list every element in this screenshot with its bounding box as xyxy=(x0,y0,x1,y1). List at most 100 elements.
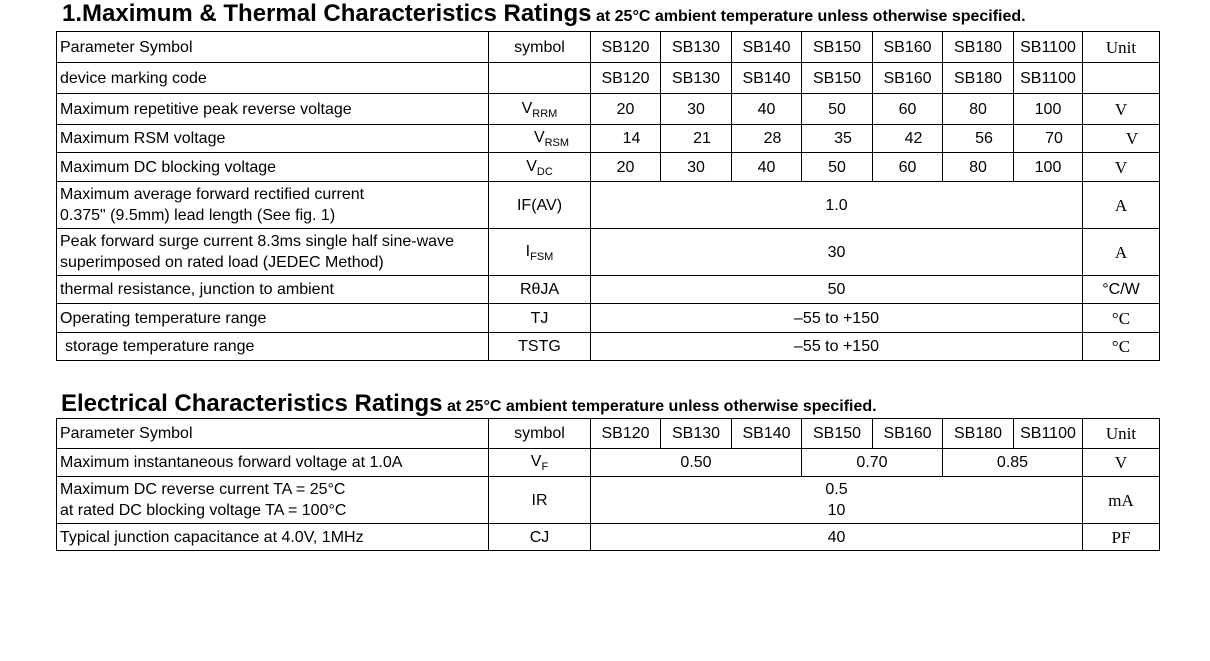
max-thermal-ratings-table: Parameter Symbol symbol SB120 SB130 SB14… xyxy=(56,31,1160,361)
value-cell: 50 xyxy=(590,275,1083,304)
header-param: Parameter Symbol xyxy=(56,31,489,63)
value-cell: 50 xyxy=(801,152,873,182)
header-part: SB1100 xyxy=(1013,418,1083,449)
section2-title: Electrical Characteristics Ratings at 25… xyxy=(61,390,877,418)
symbol-cell: IFSM xyxy=(488,228,591,276)
symbol-cell: IF(AV) xyxy=(488,181,591,229)
value-cell: 35 xyxy=(801,124,873,153)
marking-code: SB150 xyxy=(801,62,873,94)
param-line: 0.375" (9.5mm) lead length (See fig. 1) xyxy=(60,207,336,224)
value-cell: 0.50 xyxy=(590,448,802,477)
unit-cell: V xyxy=(1082,93,1160,125)
value-cell: 20 xyxy=(590,152,661,182)
value-line: 10 xyxy=(827,502,846,519)
param-cell: Maximum DC reverse current TA = 25°C at … xyxy=(56,476,489,524)
symbol-cell: VRRM xyxy=(488,93,591,125)
marking-code: SB160 xyxy=(872,62,943,94)
symbol-cell: CJ xyxy=(488,523,591,551)
section1-title-main: 1.Maximum & Thermal Characteristics Rati… xyxy=(62,0,592,27)
table-header-row: Parameter Symbol symbol SB120 SB130 SB14… xyxy=(56,31,1160,63)
value-cell: 80 xyxy=(942,152,1014,182)
header-part: SB160 xyxy=(872,418,943,449)
table-row: storage temperature range TSTG –55 to +1… xyxy=(56,332,1160,361)
param-line: Maximum average forward rectified curren… xyxy=(60,186,365,203)
marking-code: SB130 xyxy=(660,62,732,94)
section2-title-main: Electrical Characteristics Ratings xyxy=(61,390,443,417)
param-cell: Maximum average forward rectified curren… xyxy=(56,181,489,229)
symbol-cell xyxy=(488,62,591,94)
table-row: Maximum instantaneous forward voltage at… xyxy=(56,448,1160,477)
marking-code: SB140 xyxy=(731,62,802,94)
header-part: SB180 xyxy=(942,31,1014,63)
header-part: SB150 xyxy=(801,31,873,63)
value-cell: 14 xyxy=(590,124,661,153)
marking-code: SB180 xyxy=(942,62,1014,94)
value-cell: –55 to +150 xyxy=(590,332,1083,361)
unit-cell: V xyxy=(1082,152,1160,182)
value-cell: 60 xyxy=(872,152,943,182)
unit-cell: PF xyxy=(1082,523,1160,551)
marking-code: SB1100 xyxy=(1013,62,1083,94)
symbol-cell: RθJA xyxy=(488,275,591,304)
param-line: Peak forward surge current 8.3ms single … xyxy=(60,233,454,250)
header-part: SB180 xyxy=(942,418,1014,449)
header-symbol: symbol xyxy=(488,31,591,63)
header-part: SB120 xyxy=(590,31,661,63)
unit-cell: V xyxy=(1082,448,1160,477)
param-cell: Maximum repetitive peak reverse voltage xyxy=(56,93,489,125)
value-cell: 56 xyxy=(942,124,1014,153)
header-part: SB120 xyxy=(590,418,661,449)
header-part: SB150 xyxy=(801,418,873,449)
param-cell: storage temperature range xyxy=(56,332,489,361)
header-part: SB130 xyxy=(660,31,732,63)
symbol-cell: TJ xyxy=(488,303,591,333)
symbol-cell: TSTG xyxy=(488,332,591,361)
unit-cell: mA xyxy=(1082,476,1160,524)
value-cell: 70 xyxy=(1013,124,1083,153)
value-cell: 60 xyxy=(872,93,943,125)
symbol-cell: VRSM xyxy=(488,124,591,153)
param-line: superimposed on rated load (JEDEC Method… xyxy=(60,254,384,271)
param-line: at rated DC blocking voltage TA = 100°C xyxy=(60,502,347,519)
header-part: SB140 xyxy=(731,418,802,449)
header-part: SB160 xyxy=(872,31,943,63)
table-row: Maximum DC reverse current TA = 25°C at … xyxy=(56,476,1160,524)
table-header-row: Parameter Symbol symbol SB120 SB130 SB14… xyxy=(56,418,1160,449)
symbol-cell: IR xyxy=(488,476,591,524)
value-cell: 100 xyxy=(1013,152,1083,182)
electrical-ratings-table: Parameter Symbol symbol SB120 SB130 SB14… xyxy=(56,418,1160,551)
table-row: Peak forward surge current 8.3ms single … xyxy=(56,228,1160,276)
table-row: Maximum average forward rectified curren… xyxy=(56,181,1160,229)
header-part: SB130 xyxy=(660,418,732,449)
unit-cell: °C/W xyxy=(1082,275,1160,304)
symbol-cell: VF xyxy=(488,448,591,477)
table-row: Maximum RSM voltage VRSM 14 21 28 35 42 … xyxy=(56,124,1160,153)
section2-title-sub: at 25°C ambient temperature unless other… xyxy=(446,398,877,415)
symbol-cell: VDC xyxy=(488,152,591,182)
value-cell: 28 xyxy=(731,124,802,153)
param-cell: Typical junction capacitance at 4.0V, 1M… xyxy=(56,523,489,551)
value-cell: 0.70 xyxy=(801,448,943,477)
param-line: Maximum DC reverse current TA = 25°C xyxy=(60,481,346,498)
value-cell: 20 xyxy=(590,93,661,125)
value-cell: 100 xyxy=(1013,93,1083,125)
value-line: 0.5 xyxy=(825,481,848,498)
value-cell: 0.85 xyxy=(942,448,1083,477)
param-cell: Operating temperature range xyxy=(56,303,489,333)
table-row: thermal resistance, junction to ambient … xyxy=(56,275,1160,304)
value-cell: 40 xyxy=(590,523,1083,551)
header-unit: Unit xyxy=(1082,31,1160,63)
param-cell: Peak forward surge current 8.3ms single … xyxy=(56,228,489,276)
marking-code: SB120 xyxy=(590,62,661,94)
table-row: Typical junction capacitance at 4.0V, 1M… xyxy=(56,523,1160,551)
header-symbol: symbol xyxy=(488,418,591,449)
param-cell: device marking code xyxy=(56,62,489,94)
value-cell: 40 xyxy=(731,93,802,125)
unit-cell: A xyxy=(1082,181,1160,229)
value-cell: 30 xyxy=(660,93,732,125)
value-cell: 80 xyxy=(942,93,1014,125)
header-part: SB1100 xyxy=(1013,31,1083,63)
unit-cell: A xyxy=(1082,228,1160,276)
unit-cell xyxy=(1082,62,1160,94)
param-cell: Maximum DC blocking voltage xyxy=(56,152,489,182)
